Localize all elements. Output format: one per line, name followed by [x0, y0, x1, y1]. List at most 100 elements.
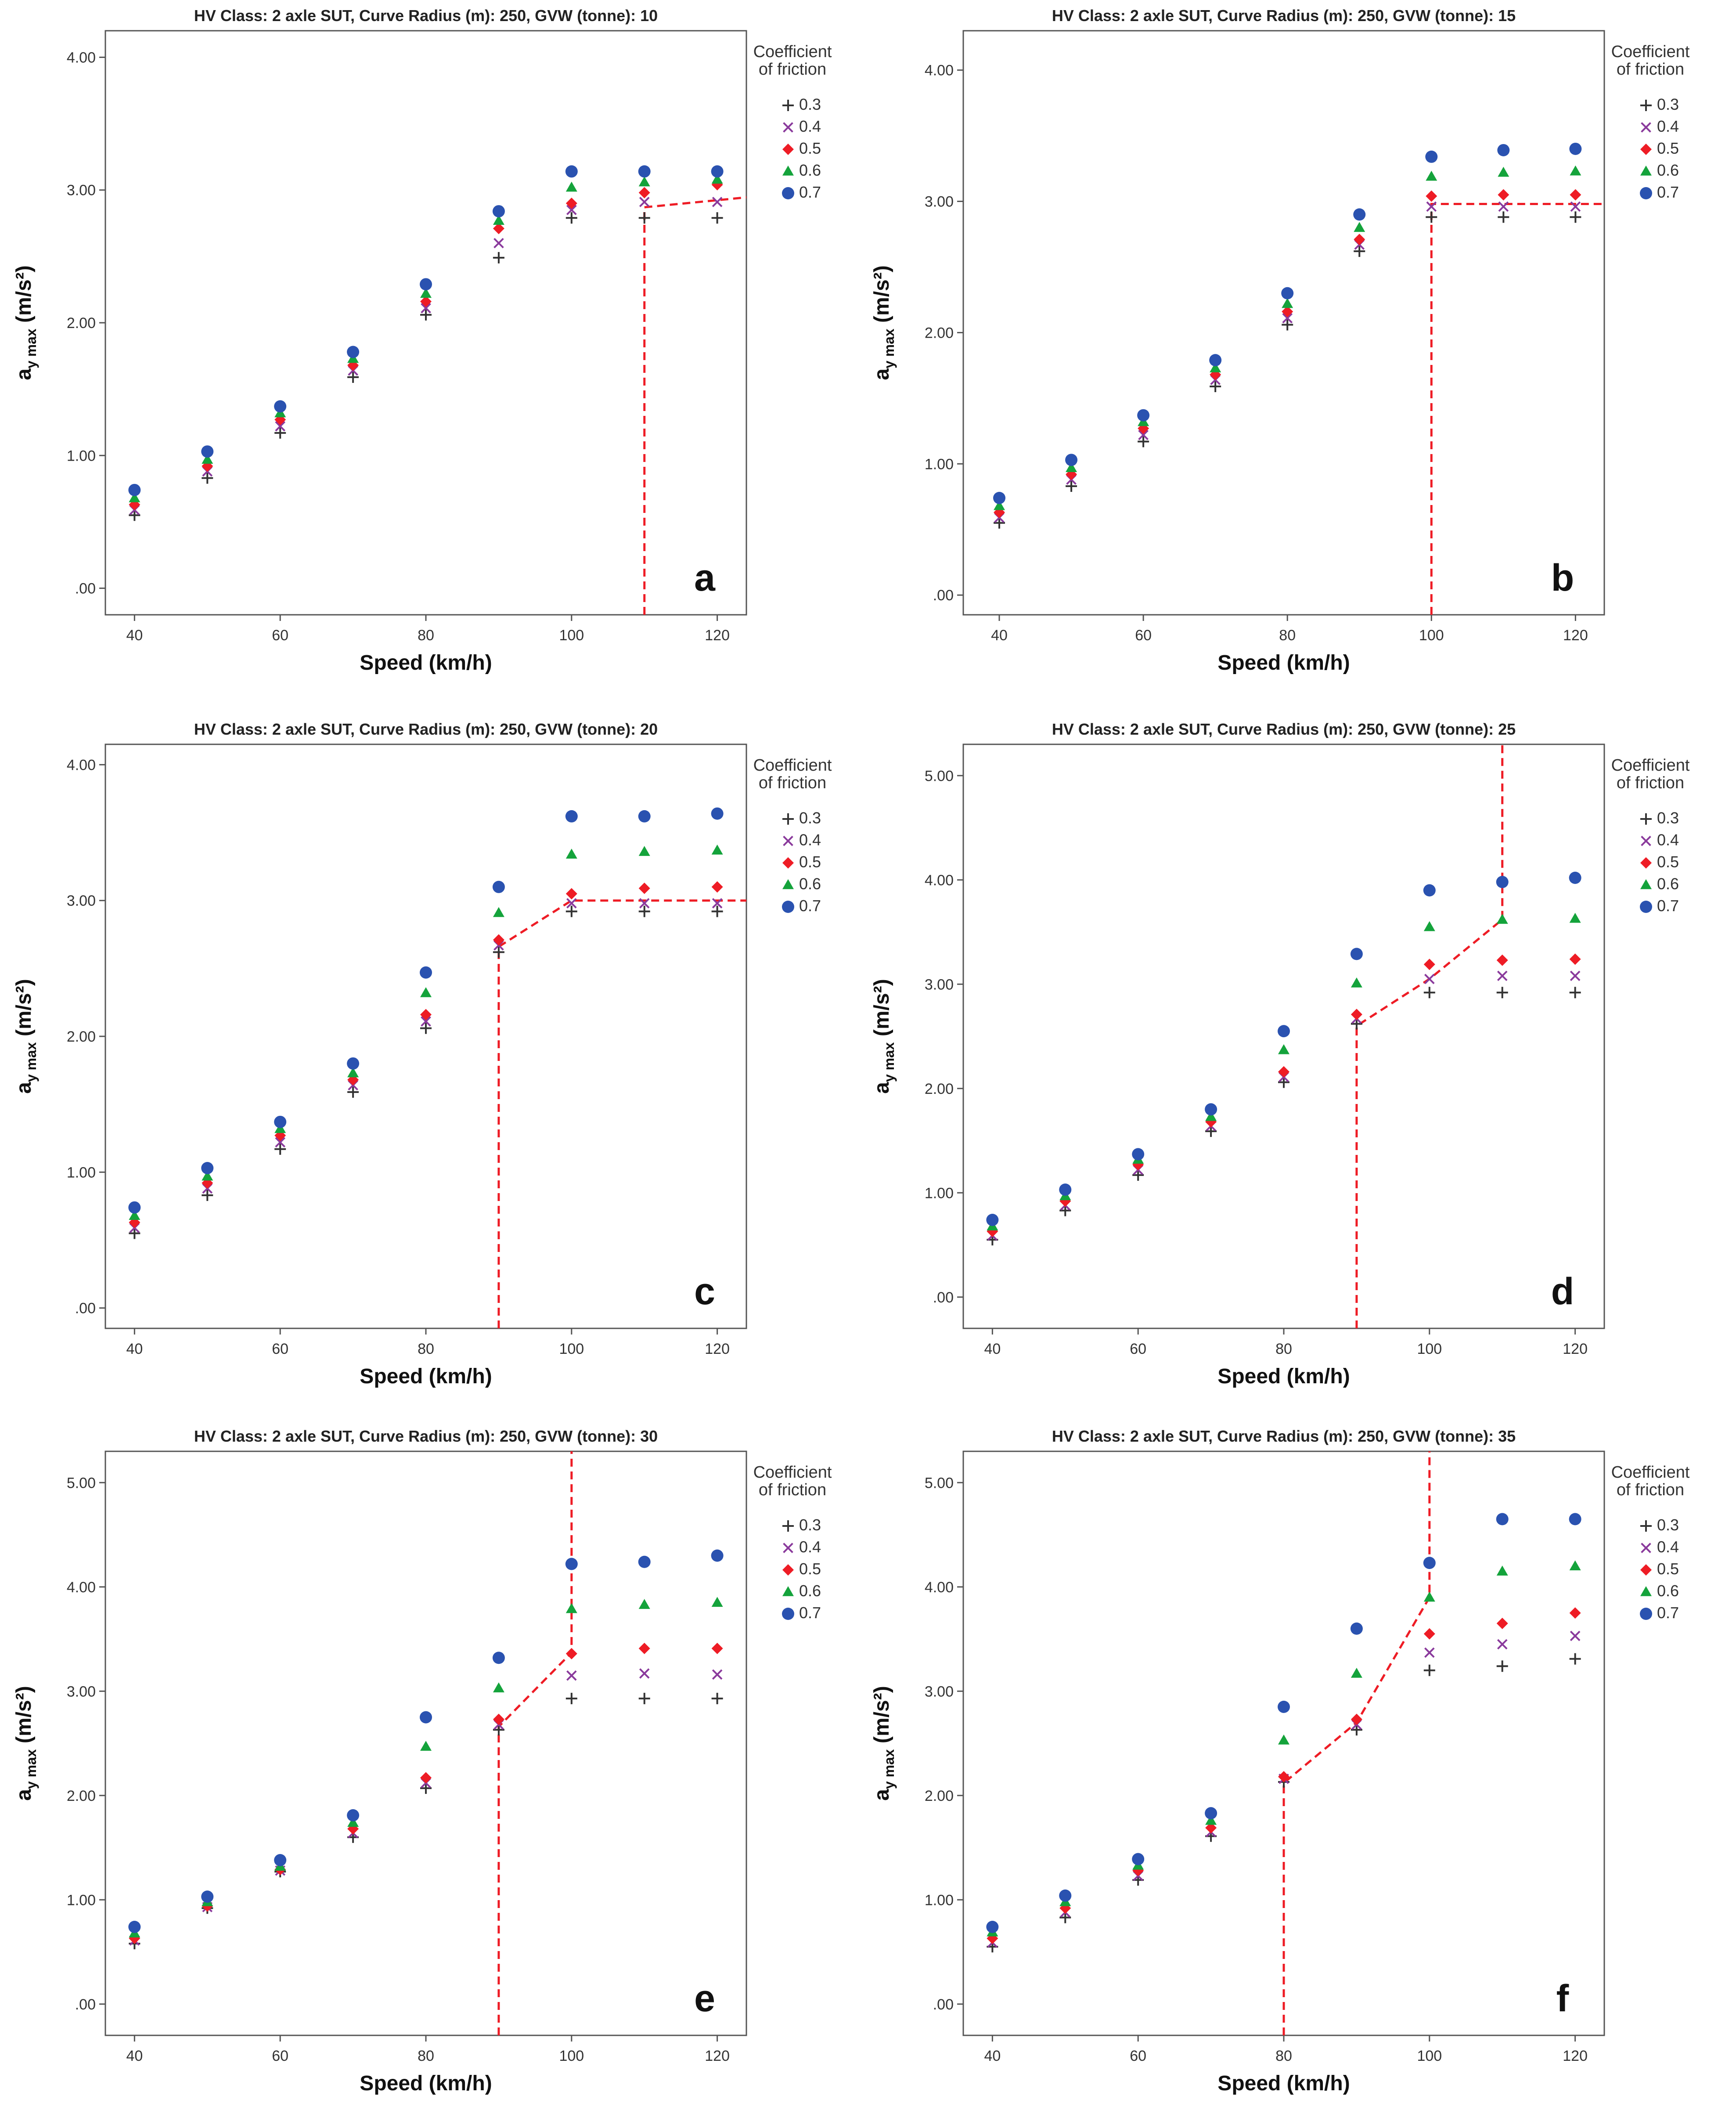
point-04: [1497, 1639, 1508, 1650]
legend-title: of friction: [1617, 1481, 1684, 1499]
point-06: [202, 454, 213, 464]
point-03: [274, 1143, 286, 1155]
point-07: [1278, 1025, 1290, 1038]
point-06: [638, 1599, 650, 1609]
x-tick-label: 120: [1563, 627, 1588, 644]
legend-label: 0.5: [799, 853, 821, 871]
legend-label: 0.6: [1657, 1582, 1679, 1600]
legend-title: Coefficient: [1611, 1463, 1690, 1482]
chart-panel-d: HV Class: 2 axle SUT, Curve Radius (m): …: [870, 720, 1690, 1388]
point-04: [1138, 429, 1149, 440]
point-05: [493, 934, 504, 946]
point-05: [1278, 1066, 1289, 1078]
y-axis-label: ay max (m/s²): [870, 979, 897, 1093]
point-07: [986, 1214, 999, 1226]
point-05: [565, 888, 577, 900]
point-07: [1065, 454, 1078, 466]
point-05: [711, 881, 723, 893]
panel-label: c: [694, 1270, 715, 1313]
panel-label: f: [1556, 1977, 1569, 2020]
chart-title: HV Class: 2 axle SUT, Curve Radius (m): …: [1052, 720, 1516, 738]
legend-title: Coefficient: [1611, 43, 1690, 61]
point-06: [420, 987, 432, 997]
point-06: [565, 848, 577, 859]
legend-marker-06: [782, 879, 794, 889]
legend-label: 0.5: [1657, 139, 1679, 157]
legend-label: 0.4: [799, 831, 821, 849]
point-05: [638, 882, 650, 894]
point-05: [1569, 1607, 1581, 1619]
x-tick-label: 60: [1130, 2048, 1146, 2064]
legend-title: of friction: [1617, 60, 1684, 79]
point-07: [274, 1854, 287, 1866]
legend-label: 0.6: [1657, 161, 1679, 179]
point-06: [565, 1603, 577, 1613]
point-07: [201, 1162, 214, 1175]
y-tick-label: 5.00: [925, 768, 954, 784]
point-07: [1132, 1853, 1145, 1865]
point-05: [1423, 959, 1435, 970]
legend-label: 0.3: [799, 95, 821, 113]
point-04: [566, 1670, 577, 1681]
point-03: [493, 1724, 504, 1736]
legend-label: 0.7: [799, 1604, 821, 1622]
point-05: [493, 1713, 504, 1725]
point-05: [711, 1642, 723, 1654]
x-tick-label: 80: [418, 2048, 434, 2064]
y-tick-label: 1.00: [67, 1164, 96, 1181]
point-03: [1423, 1664, 1435, 1676]
point-05: [638, 187, 650, 198]
point-06: [1282, 298, 1293, 308]
point-04: [421, 1016, 431, 1027]
legend-label: 0.7: [799, 897, 821, 915]
x-axis-label: Speed (km/h): [360, 651, 492, 675]
x-tick-label: 80: [1279, 627, 1296, 644]
y-tick-label: .00: [933, 1996, 954, 2013]
legend-label: 0.7: [1657, 183, 1679, 201]
point-04: [712, 898, 723, 909]
point-07: [993, 492, 1006, 504]
panel-label: b: [1551, 557, 1574, 599]
point-07: [711, 807, 724, 820]
legend-marker-05: [1640, 144, 1652, 155]
x-tick-label: 60: [1135, 627, 1152, 644]
legend-marker-04: [783, 122, 793, 133]
point-07: [128, 1201, 141, 1214]
point-07: [1209, 354, 1222, 367]
data-layer: [993, 142, 1604, 615]
legend-label: 0.5: [799, 1560, 821, 1578]
x-tick-label: 40: [126, 1341, 143, 1357]
legend-marker-05: [782, 144, 794, 155]
point-07: [1423, 1557, 1436, 1569]
legend-marker-07: [782, 901, 794, 913]
y-tick-label: 1.00: [925, 1892, 954, 1908]
chart-panel-a: HV Class: 2 axle SUT, Curve Radius (m): …: [12, 7, 832, 675]
y-tick-label: 4.00: [925, 1579, 954, 1596]
point-03: [1498, 211, 1509, 223]
legend-label: 0.4: [799, 117, 821, 135]
point-04: [1424, 1647, 1435, 1658]
legend-marker-07: [782, 187, 794, 199]
chart-panel-b: HV Class: 2 axle SUT, Curve Radius (m): …: [870, 7, 1690, 675]
legend-label: 0.6: [799, 161, 821, 179]
point-04: [639, 898, 650, 909]
x-tick-label: 60: [272, 1341, 288, 1357]
point-04: [421, 303, 431, 314]
legend-title: Coefficient: [753, 756, 832, 775]
point-07: [492, 205, 505, 218]
point-03: [347, 371, 359, 383]
legend-title: Coefficient: [1611, 756, 1690, 775]
point-04: [1424, 974, 1435, 985]
point-07: [565, 810, 578, 822]
point-05: [1282, 306, 1293, 317]
point-05: [1351, 1713, 1362, 1725]
legend-marker-05: [1640, 857, 1652, 869]
point-06: [129, 492, 140, 502]
x-tick-label: 40: [126, 2048, 143, 2064]
point-07: [638, 1555, 651, 1568]
point-07: [1137, 409, 1150, 422]
point-03: [565, 905, 577, 917]
point-04: [275, 421, 285, 432]
point-05: [638, 1642, 650, 1654]
